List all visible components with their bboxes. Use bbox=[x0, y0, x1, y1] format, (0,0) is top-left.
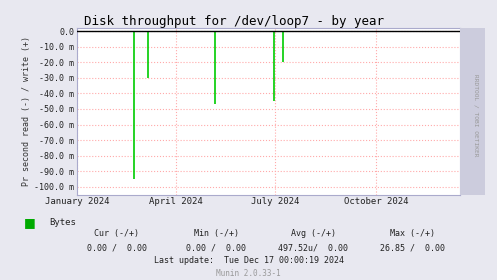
Y-axis label: Pr second read (-) / write (+): Pr second read (-) / write (+) bbox=[22, 36, 31, 186]
Text: 26.85 /  0.00: 26.85 / 0.00 bbox=[380, 243, 445, 252]
Text: Cur (-/+): Cur (-/+) bbox=[94, 229, 139, 238]
Text: Disk throughput for /dev/loop7 - by year: Disk throughput for /dev/loop7 - by year bbox=[83, 15, 384, 28]
Text: RRDTOOL / TOBI OETIKER: RRDTOOL / TOBI OETIKER bbox=[474, 74, 479, 156]
Text: Last update:  Tue Dec 17 00:00:19 2024: Last update: Tue Dec 17 00:00:19 2024 bbox=[154, 256, 343, 265]
Text: ■: ■ bbox=[24, 216, 36, 229]
Text: Munin 2.0.33-1: Munin 2.0.33-1 bbox=[216, 269, 281, 278]
Text: Avg (-/+): Avg (-/+) bbox=[291, 229, 335, 238]
Text: 0.00 /  0.00: 0.00 / 0.00 bbox=[87, 243, 147, 252]
Text: Bytes: Bytes bbox=[50, 218, 77, 227]
Text: Min (-/+): Min (-/+) bbox=[194, 229, 239, 238]
Text: Max (-/+): Max (-/+) bbox=[390, 229, 435, 238]
Text: 497.52u/  0.00: 497.52u/ 0.00 bbox=[278, 243, 348, 252]
Text: 0.00 /  0.00: 0.00 / 0.00 bbox=[186, 243, 246, 252]
